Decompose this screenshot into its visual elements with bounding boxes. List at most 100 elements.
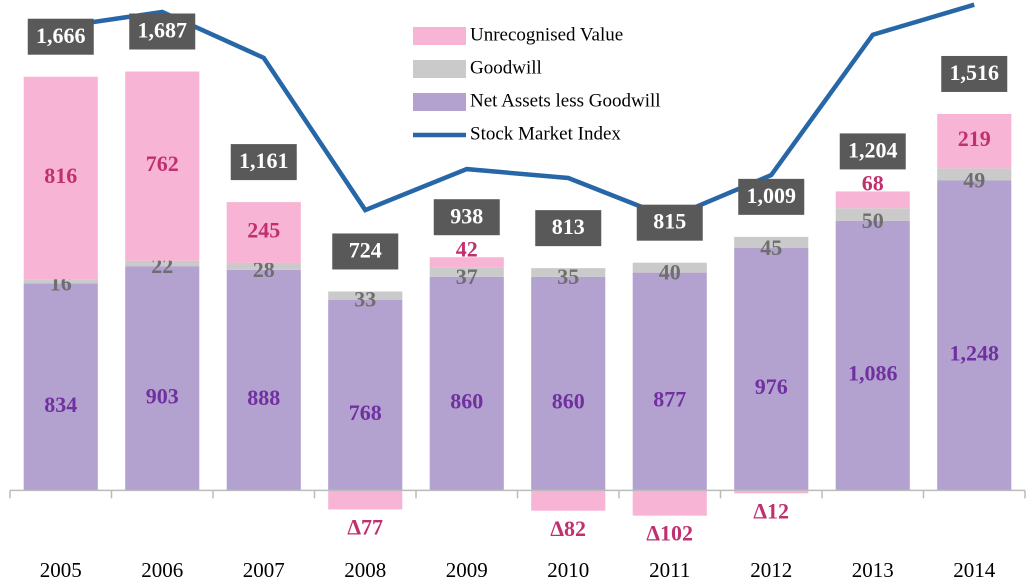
bar-segment — [125, 266, 200, 491]
total-box: 938 — [433, 199, 500, 236]
x-tick-label: 2007 — [243, 558, 285, 582]
line-series — [60, 2, 975, 221]
bar-segment — [835, 208, 910, 221]
total-label: 1,161 — [239, 148, 289, 173]
total-label: 938 — [450, 203, 483, 228]
bar-segment — [23, 76, 98, 280]
total-box: 1,666 — [27, 18, 94, 55]
bar-segment — [23, 279, 98, 284]
x-tick-label: 2013 — [852, 558, 894, 582]
bar-segment — [226, 202, 301, 263]
bar-segment — [226, 269, 301, 491]
bar-segment — [937, 168, 1012, 181]
legend-swatch — [413, 60, 466, 78]
bar-segment — [937, 180, 1012, 491]
total-label: 1,204 — [848, 137, 898, 162]
data-label: 219 — [958, 126, 991, 151]
data-label: 816 — [44, 163, 77, 188]
data-label: ∆102 — [647, 521, 693, 546]
total-box-bg — [839, 133, 906, 170]
data-label: 49 — [963, 168, 985, 193]
total-box-bg — [129, 13, 196, 50]
data-label: 762 — [146, 151, 179, 176]
total-label: 1,666 — [36, 23, 86, 48]
bar-segment — [531, 490, 606, 511]
legend-label: Stock Market Index — [470, 123, 621, 144]
total-box: 815 — [636, 204, 703, 241]
bar-segment — [125, 260, 200, 267]
data-label: ∆12 — [754, 498, 789, 523]
total-label: 1,516 — [950, 60, 1000, 85]
bar-segment — [328, 291, 403, 300]
bar-segment — [328, 299, 403, 491]
total-box-bg — [941, 55, 1008, 92]
bar-segment — [531, 276, 606, 491]
data-label: 976 — [755, 374, 788, 399]
bar-segment — [531, 268, 606, 277]
bar-segment — [734, 236, 809, 249]
legend-label: Goodwill — [470, 57, 542, 78]
bar-segment — [23, 283, 98, 491]
x-tick-label: 2005 — [40, 558, 82, 582]
bar-segment — [937, 113, 1012, 169]
x-tick-label: 2014 — [953, 558, 996, 582]
total-box: 1,516 — [941, 55, 1008, 92]
total-label: 1,009 — [747, 183, 797, 208]
total-box: 1,009 — [738, 178, 805, 215]
bar-segment — [429, 276, 504, 491]
total-box: 724 — [332, 233, 399, 270]
bar-segment — [125, 71, 200, 261]
data-label: 42 — [456, 236, 478, 261]
bar-segment — [632, 272, 707, 491]
total-label: 724 — [349, 238, 382, 263]
bar-segment — [632, 490, 707, 516]
total-box-bg — [27, 18, 94, 55]
bar-segment — [429, 267, 504, 277]
total-label: 815 — [653, 209, 686, 234]
total-box-bg — [230, 144, 297, 181]
legend-label: Net Assets less Goodwill — [470, 90, 661, 111]
x-tick-label: 2008 — [344, 558, 386, 582]
total-label: 1,687 — [138, 18, 188, 43]
data-label: 35 — [557, 264, 579, 289]
data-label: 860 — [552, 389, 585, 414]
legend-label: Unrecognised Value — [470, 24, 623, 45]
total-label: 813 — [552, 214, 585, 239]
bar-segment — [328, 490, 403, 510]
data-label: 888 — [247, 385, 280, 410]
data-label: 834 — [44, 392, 77, 417]
bar-segment — [734, 490, 809, 494]
total-box: 1,204 — [839, 133, 906, 170]
data-label: 877 — [653, 387, 686, 412]
bar-segment — [429, 257, 504, 268]
data-label: 1,086 — [848, 361, 898, 386]
total-box: 813 — [535, 210, 602, 247]
data-label: 33 — [354, 287, 376, 312]
data-label: 37 — [456, 264, 478, 289]
data-label: ∆82 — [551, 516, 586, 541]
total-box-bg — [738, 178, 805, 215]
data-label: 45 — [760, 235, 782, 260]
bar-segment — [734, 248, 809, 491]
x-tick-label: 2011 — [649, 558, 690, 582]
x-tick-label: 2009 — [446, 558, 488, 582]
x-tick-label: 2010 — [547, 558, 589, 582]
total-box-bg — [535, 210, 602, 247]
bar-segment — [226, 262, 301, 270]
total-box-bg — [636, 204, 703, 241]
data-label: ∆77 — [348, 515, 383, 540]
total-box: 1,161 — [230, 144, 297, 181]
bar-segment — [835, 191, 910, 209]
x-tick-label: 2006 — [141, 558, 183, 582]
data-label: 860 — [450, 389, 483, 414]
legend-swatch — [413, 27, 466, 45]
bar-segment — [835, 220, 910, 491]
legend-swatch — [413, 93, 466, 111]
data-label: 28 — [253, 257, 275, 282]
data-label: 245 — [247, 218, 280, 243]
data-label: 768 — [349, 400, 382, 425]
total-box: 1,687 — [129, 13, 196, 50]
x-tick-label: 2012 — [750, 558, 792, 582]
data-label: 50 — [862, 208, 884, 233]
